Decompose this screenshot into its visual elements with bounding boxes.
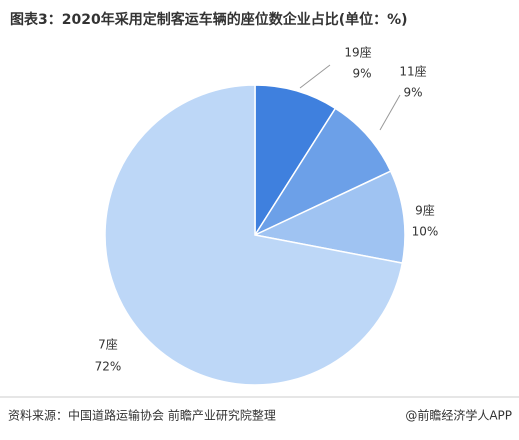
chart-title: 图表3：2020年采用定制客运车辆的座位数企业占比(单位：%) xyxy=(10,11,408,28)
slice-label: 19座 xyxy=(344,45,371,60)
leader-line xyxy=(299,64,331,89)
source: 资料来源：中国道路运输协会 前瞻产业研究院整理 xyxy=(8,408,276,423)
value-label: 72% xyxy=(95,360,122,374)
slice-label: 11座 xyxy=(399,64,426,79)
pie-slice xyxy=(252,107,392,237)
value-label: 9% xyxy=(352,67,371,81)
value-label: 9% xyxy=(403,86,422,100)
pie-slice xyxy=(252,170,406,264)
leader-line xyxy=(379,94,401,131)
slice-label: 9座 xyxy=(415,203,435,218)
slice-label: 7座 xyxy=(98,337,118,352)
pie-slice xyxy=(104,84,404,386)
brand: @前瞻经济学人APP xyxy=(405,408,512,423)
pie-slice xyxy=(254,84,337,238)
value-label: 10% xyxy=(412,225,439,239)
